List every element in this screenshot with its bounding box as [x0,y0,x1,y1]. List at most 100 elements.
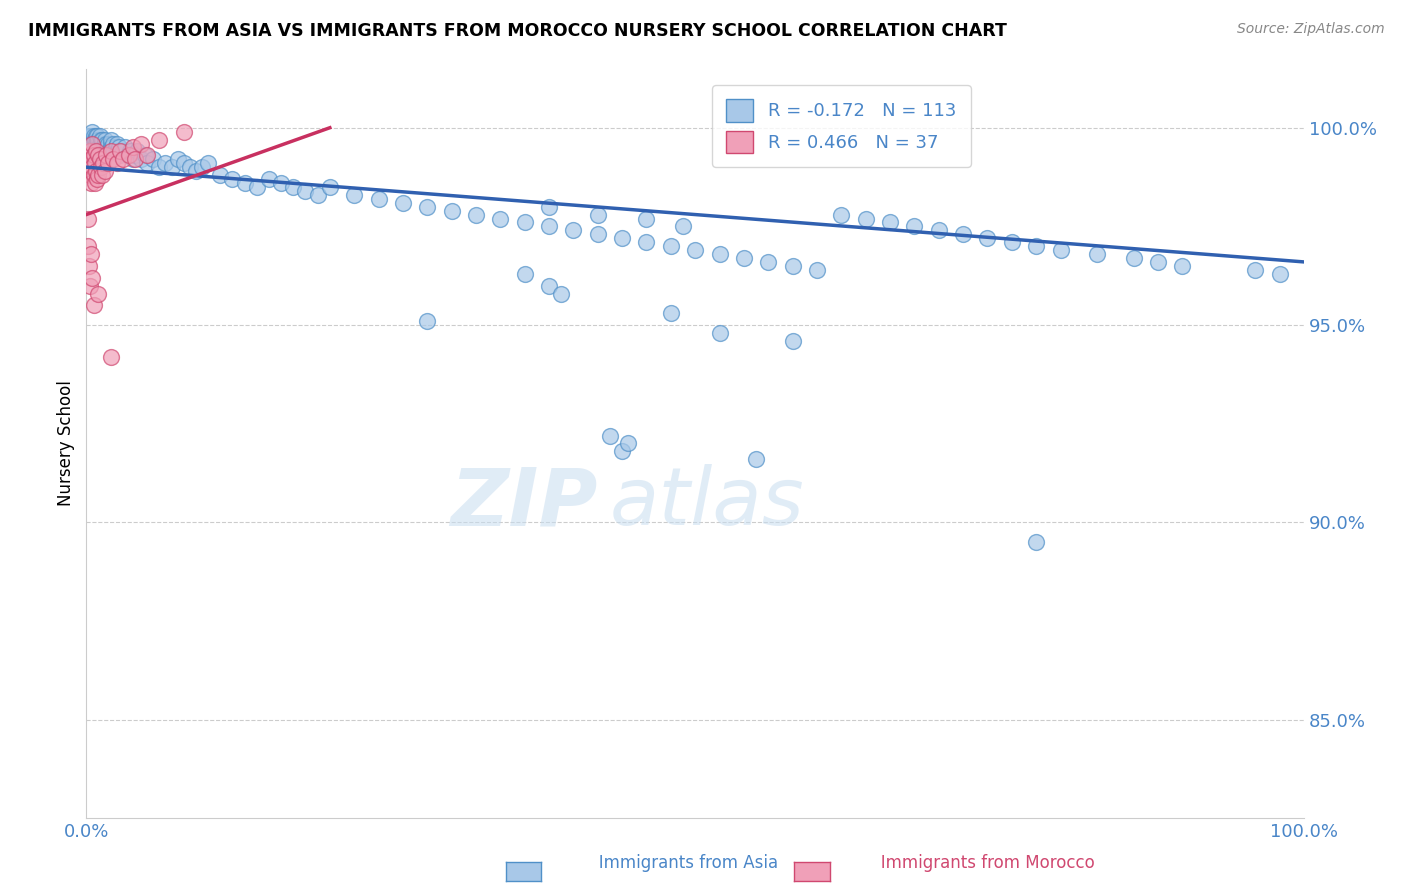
Point [108,140,131,154]
Point [1025,535,1047,549]
Point [952,227,974,242]
Y-axis label: Nursery School: Nursery School [58,381,75,507]
Point [94,148,117,162]
Point [86,172,108,186]
Point [101,136,124,151]
Point [610,231,633,245]
Point [636,211,658,226]
Point [1049,243,1071,257]
Point [136,156,159,170]
Point [1085,247,1108,261]
Point [184,164,207,178]
Point [98,145,121,159]
Point [1025,239,1047,253]
Point [91,168,114,182]
Point [294,184,316,198]
Point [110,148,132,162]
Point [129,153,152,167]
Point [117,148,139,162]
Point [118,148,141,162]
Point [77,259,100,273]
Point [246,180,269,194]
Point [80,247,103,261]
Point [90,140,112,154]
Point [127,145,149,159]
Point [93,132,115,146]
Point [82,136,104,151]
Point [782,334,804,348]
Point [77,148,100,162]
Point [489,211,512,226]
Point [79,278,101,293]
Point [114,140,136,154]
Text: Source: ZipAtlas.com: Source: ZipAtlas.com [1237,22,1385,37]
Point [928,223,950,237]
Point [80,153,103,167]
Point [101,140,124,154]
Point [307,187,329,202]
Point [416,200,439,214]
Point [89,136,111,151]
Point [903,219,925,234]
Point [97,156,120,170]
Point [87,168,110,182]
Point [83,176,105,190]
Point [86,128,108,143]
Point [1147,255,1170,269]
Point [1122,251,1144,265]
Point [103,145,125,159]
Text: IMMIGRANTS FROM ASIA VS IMMIGRANTS FROM MOROCCO NURSERY SCHOOL CORRELATION CHART: IMMIGRANTS FROM ASIA VS IMMIGRANTS FROM … [28,22,1007,40]
Point [100,145,122,159]
Point [84,128,107,143]
Point [136,148,159,162]
Point [465,208,488,222]
Point [100,136,122,151]
Point [513,215,536,229]
Point [80,128,103,143]
Point [83,136,105,151]
Point [586,227,609,242]
Point [87,132,110,146]
Point [87,148,110,162]
Point [148,132,170,146]
Point [89,128,111,143]
Point [197,156,219,170]
Point [538,278,561,293]
Point [83,128,105,143]
Point [709,326,731,340]
Point [91,136,114,151]
Point [1244,262,1267,277]
Text: ZIP: ZIP [450,465,598,542]
Point [84,164,107,178]
Point [76,153,98,167]
Point [672,219,695,234]
Point [173,125,195,139]
Point [91,156,114,170]
Point [440,203,463,218]
Point [733,251,755,265]
Point [659,239,682,253]
Point [93,136,115,151]
Point [84,136,107,151]
Point [121,153,143,167]
Point [134,148,156,162]
Point [111,145,134,159]
Point [101,153,124,167]
Point [82,160,104,174]
Point [110,145,132,159]
Point [562,223,585,237]
Point [538,219,561,234]
Point [209,168,232,182]
Legend: R = -0.172   N = 113, R = 0.466   N = 37: R = -0.172 N = 113, R = 0.466 N = 37 [711,85,970,167]
Point [257,172,280,186]
Point [538,200,561,214]
Point [97,136,120,151]
Point [83,298,105,312]
Point [283,180,305,194]
Point [124,153,146,167]
Point [233,176,256,190]
Point [77,160,100,174]
Point [83,132,105,146]
Point [142,153,165,167]
Point [191,160,214,174]
